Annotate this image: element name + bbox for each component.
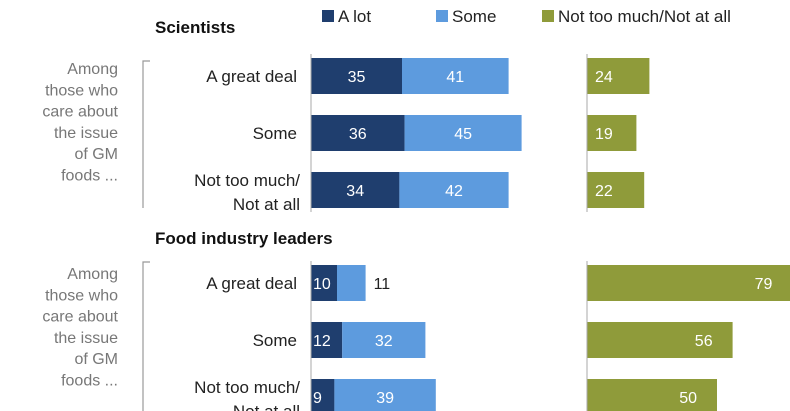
value-label-some: 11 — [374, 276, 391, 293]
category-label: Some — [253, 124, 297, 143]
side-note-line: the issue — [54, 125, 118, 142]
side-note-line: the issue — [54, 330, 118, 347]
category-label: Not at all — [233, 402, 300, 411]
legend-swatch-0 — [322, 10, 334, 22]
side-note-line: care about — [42, 104, 118, 121]
value-label-a-lot: 36 — [349, 126, 367, 143]
side-note-line: of GM — [74, 146, 118, 163]
value-label-not-much: 19 — [595, 126, 613, 143]
legend-swatch-2 — [542, 10, 554, 22]
bar-not-much — [587, 379, 717, 411]
category-label: A great deal — [206, 274, 297, 293]
bar-some — [334, 379, 436, 411]
bar-not-much — [587, 265, 790, 301]
bracket — [142, 261, 150, 411]
value-label-some: 42 — [445, 183, 463, 200]
side-note-line: Among — [67, 266, 118, 283]
side-note-line: care about — [42, 309, 118, 326]
bar-not-much — [587, 322, 733, 358]
value-label-not-much: 24 — [595, 69, 613, 86]
value-label-some: 39 — [376, 390, 394, 407]
bar-a-lot — [311, 172, 400, 208]
bar-some — [399, 172, 509, 208]
category-label: Not at all — [233, 195, 300, 214]
category-label: Some — [253, 331, 297, 350]
category-label: A great deal — [206, 67, 297, 86]
side-note-line: foods ... — [61, 373, 118, 390]
value-label-a-lot: 10 — [313, 276, 331, 293]
value-label-a-lot: 34 — [346, 183, 364, 200]
category-label: Not too much/ — [194, 378, 300, 397]
value-label-a-lot: 35 — [348, 69, 366, 86]
section-title-0: Scientists — [155, 18, 235, 37]
value-label-not-much: 22 — [595, 183, 613, 200]
value-label-not-much: 56 — [695, 333, 713, 350]
bar-some — [404, 115, 522, 151]
bracket — [142, 60, 150, 208]
bar-some — [342, 322, 426, 358]
bar-some — [402, 58, 509, 94]
value-label-some: 41 — [446, 69, 464, 86]
legend-label-2: Not too much/Not at all — [558, 7, 731, 26]
bar-a-lot — [311, 379, 335, 411]
section-title-1: Food industry leaders — [155, 229, 333, 248]
value-label-a-lot: 12 — [313, 333, 331, 350]
value-label-not-much: 79 — [755, 276, 773, 293]
bar-a-lot — [311, 322, 343, 358]
side-note-line: Among — [67, 61, 118, 78]
legend-swatch-1 — [436, 10, 448, 22]
bar-not-much — [587, 58, 650, 94]
legend-label-1: Some — [452, 7, 496, 26]
value-label-a-lot: 9 — [313, 390, 322, 407]
category-label: Not too much/ — [194, 171, 300, 190]
bar-a-lot — [311, 58, 402, 94]
value-label-not-much: 50 — [679, 390, 697, 407]
side-note-line: foods ... — [61, 168, 118, 185]
value-label-some: 32 — [375, 333, 393, 350]
bar-some — [337, 265, 366, 301]
side-note-line: those who — [45, 82, 118, 99]
legend-label-0: A lot — [338, 7, 371, 26]
bar-a-lot — [311, 115, 405, 151]
side-note-line: of GM — [74, 351, 118, 368]
side-note-line: those who — [45, 287, 118, 304]
bar-a-lot — [311, 265, 337, 301]
bar-not-much — [587, 115, 637, 151]
bar-not-much — [587, 172, 645, 208]
value-label-some: 45 — [454, 126, 472, 143]
